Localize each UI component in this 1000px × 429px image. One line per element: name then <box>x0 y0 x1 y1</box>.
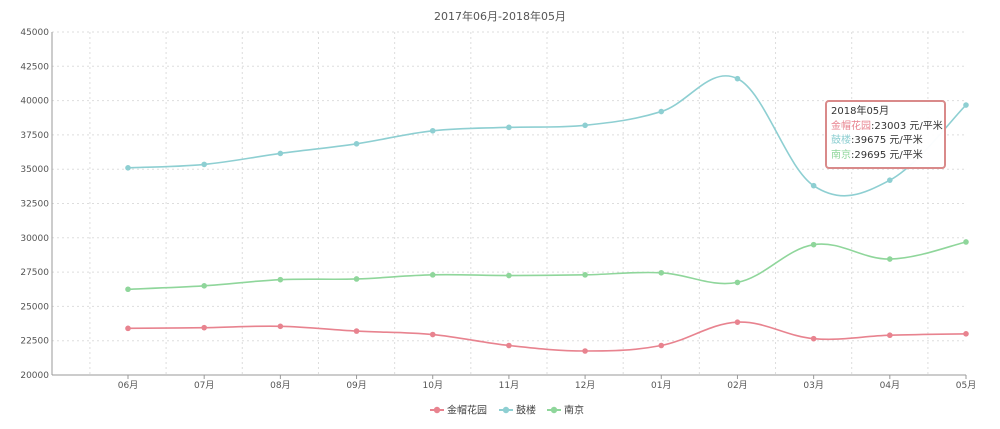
y-tick-label: 27500 <box>20 268 49 278</box>
x-tick-label: 02月 <box>727 380 747 391</box>
data-point <box>429 331 436 338</box>
legend-label: 金帽花园 <box>447 404 487 417</box>
legend: 金帽花园 鼓楼 南京 <box>430 404 584 417</box>
data-point <box>429 127 436 134</box>
x-tick-label: 06月 <box>118 380 138 391</box>
x-tick-label: 03月 <box>803 380 823 391</box>
data-point <box>125 286 131 293</box>
tooltip: 2018年05月 金帽花园:23003 元/平米 鼓楼:39675 元/平米 南… <box>825 100 946 169</box>
data-point <box>887 177 893 183</box>
y-tick-label: 35000 <box>20 165 49 175</box>
data-point <box>125 325 131 332</box>
tooltip-series-label: 金帽花园 <box>831 120 871 132</box>
data-point <box>125 165 131 171</box>
data-point <box>963 330 969 337</box>
data-point <box>582 348 588 354</box>
y-tick-label: 40000 <box>20 97 49 107</box>
x-tick-label: 12月 <box>575 380 595 391</box>
tooltip-row: 金帽花园:23003 元/平米 <box>831 120 943 135</box>
data-point <box>429 272 436 278</box>
chart-title: 2017年06月-2018年05月 <box>434 9 566 23</box>
data-point <box>277 323 284 330</box>
tooltip-title: 2018年05月 <box>831 106 890 117</box>
tooltip-series-value: :23003 元/平米 <box>871 120 943 132</box>
x-tick-label: 10月 <box>423 380 443 391</box>
data-point <box>277 150 284 157</box>
series-points <box>125 75 969 354</box>
data-point <box>353 328 360 334</box>
data-point <box>887 256 893 262</box>
x-tick-label: 04月 <box>880 380 900 391</box>
data-point <box>201 324 207 331</box>
y-tick-label: 45000 <box>20 28 49 38</box>
data-point <box>201 161 207 168</box>
data-point <box>810 182 817 189</box>
y-tick-label: 37500 <box>20 131 49 141</box>
series-line <box>127 321 967 352</box>
x-tick-label: 05月 <box>956 380 976 391</box>
data-point <box>963 239 969 245</box>
x-axis: 06月 07月 08月 09月 10月 11月 12月 01月 02月 03月 04月 05月 <box>52 374 976 391</box>
legend-swatch-dot <box>550 406 558 414</box>
data-point <box>734 279 741 286</box>
data-point <box>353 276 360 282</box>
data-point <box>582 272 588 278</box>
y-tick-label: 22500 <box>20 337 49 347</box>
legend-label: 鼓楼 <box>516 404 536 417</box>
data-point <box>201 283 207 289</box>
grid <box>52 31 966 375</box>
series-line <box>127 241 967 291</box>
data-point <box>734 319 741 325</box>
tooltip-row: 南京:29695 元/平米 <box>831 149 940 164</box>
y-tick-label: 42500 <box>20 62 49 72</box>
data-point <box>658 108 665 115</box>
tooltip-series-value: :39675 元/平米 <box>851 135 923 146</box>
data-point <box>582 122 588 129</box>
data-point <box>506 272 512 279</box>
tooltip-series-value: :29695 元/平米 <box>851 149 923 161</box>
data-point <box>506 342 512 349</box>
tooltip-series-label: 南京 <box>831 149 851 161</box>
tooltip-series-label: 鼓楼 <box>831 135 851 146</box>
x-tick-label: 01月 <box>651 380 671 391</box>
y-tick-label: 32500 <box>20 200 49 210</box>
x-tick-label: 07月 <box>194 380 214 391</box>
data-point <box>734 75 741 82</box>
data-point <box>277 276 284 283</box>
x-tick-label: 11月 <box>499 380 519 391</box>
y-axis: 20000 22500 25000 27500 30000 32500 35000 37500… <box>20 28 53 381</box>
data-point <box>887 332 893 339</box>
data-point <box>963 102 969 108</box>
y-tick-label: 25000 <box>20 302 49 312</box>
x-tick-label: 09月 <box>346 380 366 391</box>
y-tick-label: 20000 <box>20 371 49 381</box>
data-point <box>353 141 360 147</box>
tooltip-row: 鼓楼:39675 元/平米 <box>831 134 940 149</box>
legend-swatch-dot <box>502 406 510 414</box>
y-tick-label: 30000 <box>20 234 49 244</box>
data-point <box>810 241 817 248</box>
data-point <box>658 269 665 276</box>
x-tick-label: 08月 <box>270 380 290 391</box>
legend-swatch-dot <box>433 406 441 414</box>
data-point <box>506 124 512 131</box>
data-point <box>658 342 665 349</box>
legend-label: 南京 <box>564 404 584 417</box>
data-point <box>810 335 817 342</box>
